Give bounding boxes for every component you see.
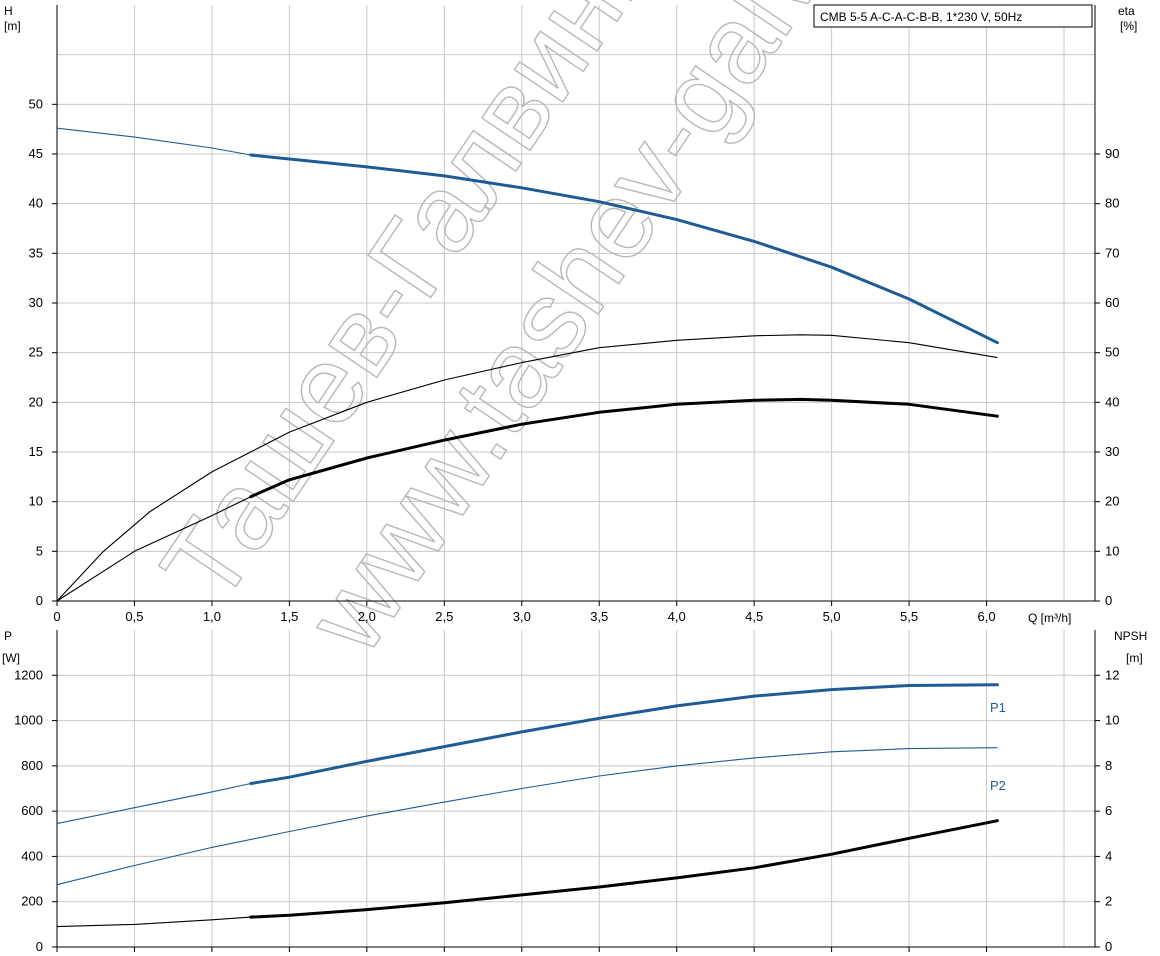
y-tick-label: 10 bbox=[29, 494, 43, 509]
y-axis-unit-m: [m] bbox=[4, 19, 21, 33]
x-tick-label: 0 bbox=[53, 609, 60, 624]
y-tick-label: 1000 bbox=[14, 713, 43, 728]
y-tick-label: 35 bbox=[29, 245, 43, 260]
y2-tick-label: 90 bbox=[1105, 146, 1119, 161]
y2-axis-unit-m: [m] bbox=[1126, 651, 1143, 665]
y-tick-label: 15 bbox=[29, 444, 43, 459]
x-tick-label: 5,0 bbox=[823, 609, 841, 624]
x-axis-label: Q [m³/h] bbox=[1028, 611, 1071, 625]
y2-axis-label-eta: eta bbox=[1118, 4, 1135, 18]
y2-tick-label: 12 bbox=[1105, 667, 1119, 682]
y2-tick-label: 4 bbox=[1105, 848, 1112, 863]
curve-p1-thick bbox=[249, 683, 999, 785]
watermark: Ташев-Галвинг www.tashev-galving bbox=[137, 0, 929, 675]
axes: 0510152025303540455001020304050607080900… bbox=[14, 5, 1119, 954]
y-axis-label-h: H bbox=[4, 4, 13, 18]
labels: H [m] eta [%] Q [m³/h] P [W] NPSH [m] P1… bbox=[2, 4, 1147, 793]
y-tick-label: 5 bbox=[36, 543, 43, 558]
x-tick-label: 0,5 bbox=[125, 609, 143, 624]
title-box-text: CMB 5-5 A-C-A-C-B-B, 1*230 V, 50Hz bbox=[820, 10, 1022, 24]
y-tick-label: 20 bbox=[29, 394, 43, 409]
curve-h-thin bbox=[56, 127, 251, 156]
curve-eta-h-thin bbox=[56, 496, 251, 602]
x-tick-label: 4,0 bbox=[668, 609, 686, 624]
y2-axis-label-npsh: NPSH bbox=[1114, 629, 1147, 643]
y-tick-label: 0 bbox=[36, 939, 43, 954]
x-tick-label: 2,5 bbox=[435, 609, 453, 624]
y-tick-label: 800 bbox=[21, 758, 43, 773]
y2-tick-label: 10 bbox=[1105, 543, 1119, 558]
y-tick-label: 25 bbox=[29, 345, 43, 360]
y-axis-unit-w: [W] bbox=[2, 651, 20, 665]
curves bbox=[56, 127, 999, 928]
x-tick-label: 5,5 bbox=[900, 609, 918, 624]
y2-tick-label: 60 bbox=[1105, 295, 1119, 310]
y2-tick-label: 70 bbox=[1105, 245, 1119, 260]
y-tick-label: 50 bbox=[29, 96, 43, 111]
y-tick-label: 0 bbox=[36, 593, 43, 608]
series-label-p2: P2 bbox=[990, 778, 1006, 793]
y2-tick-label: 30 bbox=[1105, 444, 1119, 459]
y2-tick-label: 6 bbox=[1105, 803, 1112, 818]
y2-tick-label: 2 bbox=[1105, 894, 1112, 909]
y2-tick-label: 0 bbox=[1105, 593, 1112, 608]
y2-tick-label: 8 bbox=[1105, 758, 1112, 773]
y-axis-label-p: P bbox=[4, 629, 12, 643]
y2-axis-unit-percent: [%] bbox=[1120, 19, 1137, 33]
x-tick-label: 3,5 bbox=[590, 609, 608, 624]
curve-eta-thin bbox=[56, 334, 998, 602]
y2-tick-label: 10 bbox=[1105, 713, 1119, 728]
x-tick-label: 6,0 bbox=[978, 609, 996, 624]
x-tick-label: 1,0 bbox=[203, 609, 221, 624]
y-tick-label: 45 bbox=[29, 146, 43, 161]
x-tick-label: 2,0 bbox=[358, 609, 376, 624]
series-label-p1: P1 bbox=[990, 700, 1006, 715]
x-tick-label: 4,5 bbox=[745, 609, 763, 624]
y-tick-label: 1200 bbox=[14, 667, 43, 682]
y2-tick-label: 50 bbox=[1105, 345, 1119, 360]
curve-npsh-thin bbox=[56, 916, 251, 928]
y-tick-label: 200 bbox=[21, 894, 43, 909]
title-box: CMB 5-5 A-C-A-C-B-B, 1*230 V, 50Hz bbox=[813, 4, 1093, 28]
y2-tick-label: 20 bbox=[1105, 494, 1119, 509]
curve-h-thick bbox=[249, 153, 999, 345]
y2-tick-label: 80 bbox=[1105, 196, 1119, 211]
curve-p1-thin bbox=[56, 782, 251, 825]
curve-npsh-thick bbox=[249, 819, 999, 919]
x-tick-label: 1,5 bbox=[280, 609, 298, 624]
curve-eta-h-thick bbox=[249, 397, 999, 499]
grid bbox=[57, 5, 1095, 947]
curve-p2-thin bbox=[56, 747, 998, 886]
y2-tick-label: 40 bbox=[1105, 394, 1119, 409]
y2-tick-label: 0 bbox=[1105, 939, 1112, 954]
x-tick-label: 3,0 bbox=[513, 609, 531, 624]
y-tick-label: 400 bbox=[21, 848, 43, 863]
y-tick-label: 30 bbox=[29, 295, 43, 310]
y-tick-label: 600 bbox=[21, 803, 43, 818]
y-tick-label: 40 bbox=[29, 196, 43, 211]
